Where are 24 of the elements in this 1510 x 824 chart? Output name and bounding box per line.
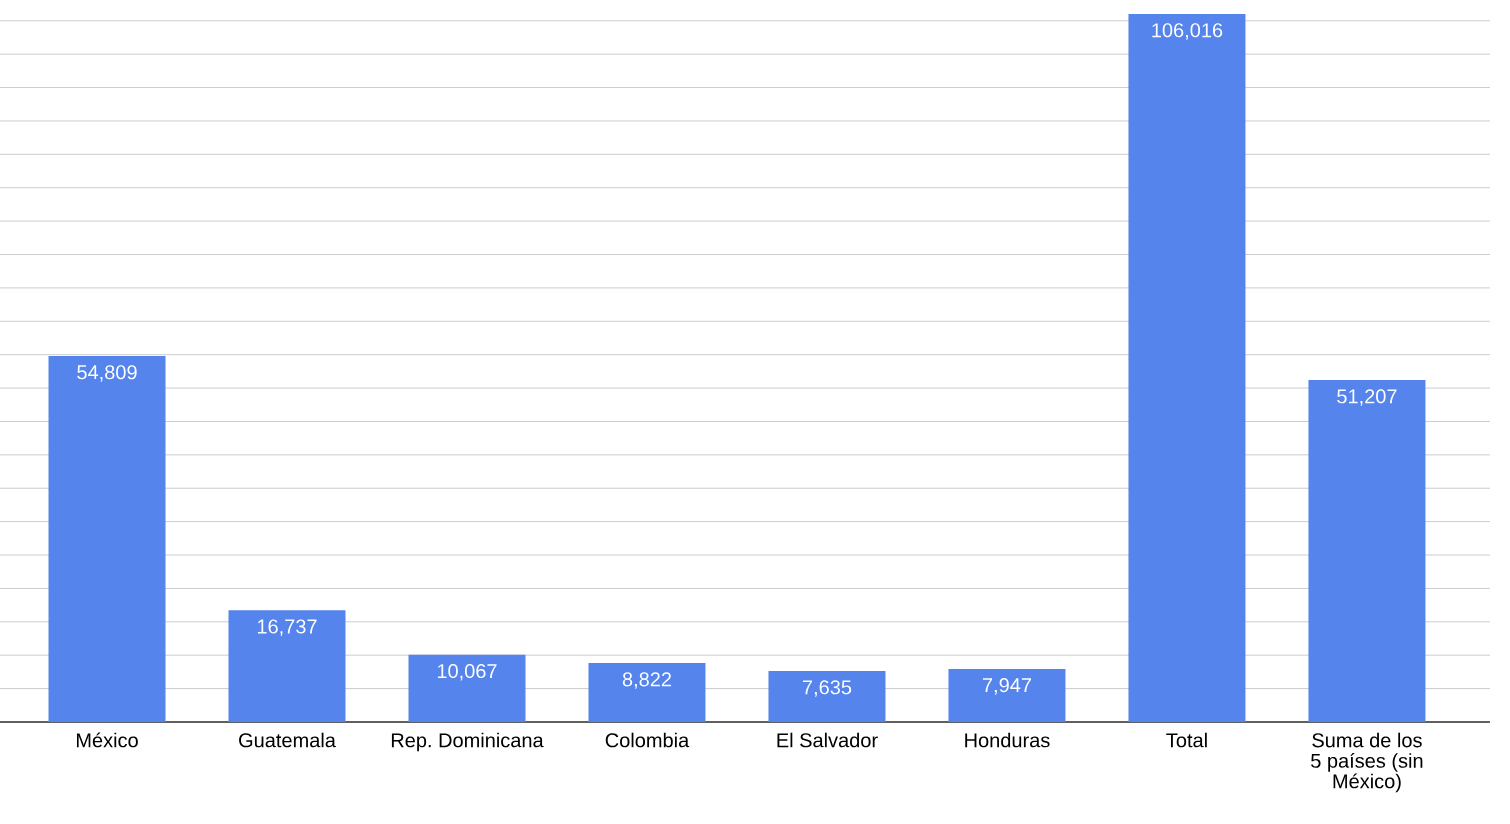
data-label: 7,947 [982, 678, 1031, 695]
x-tick-label: El Salvador [777, 732, 878, 748]
x-tick-label: Suma de los 5 países (sin México) [1311, 732, 1423, 793]
data-label: 8,822 [622, 672, 671, 689]
bar [1128, 13, 1246, 722]
bar [948, 668, 1066, 722]
x-tick-label: Total [1166, 732, 1207, 748]
x-tick-label: Honduras [965, 732, 1050, 748]
x-tick-label: Colombia [605, 732, 690, 748]
x-tick-label: México [76, 732, 138, 748]
bar [48, 355, 166, 722]
x-tick-label: Rep. Dominicana [391, 732, 544, 752]
bar [228, 610, 346, 722]
data-label: 54,809 [77, 365, 137, 382]
data-label: 16,737 [257, 619, 317, 636]
data-label: 51,207 [1337, 389, 1397, 406]
bar [408, 654, 526, 722]
data-label: 7,635 [802, 680, 852, 697]
data-label: 10,067 [437, 663, 497, 681]
data-label: 106,016 [1152, 23, 1223, 40]
bar [1308, 380, 1426, 722]
bar [768, 671, 886, 722]
bar [588, 663, 706, 722]
x-tick-label: Guatemala [239, 732, 336, 748]
